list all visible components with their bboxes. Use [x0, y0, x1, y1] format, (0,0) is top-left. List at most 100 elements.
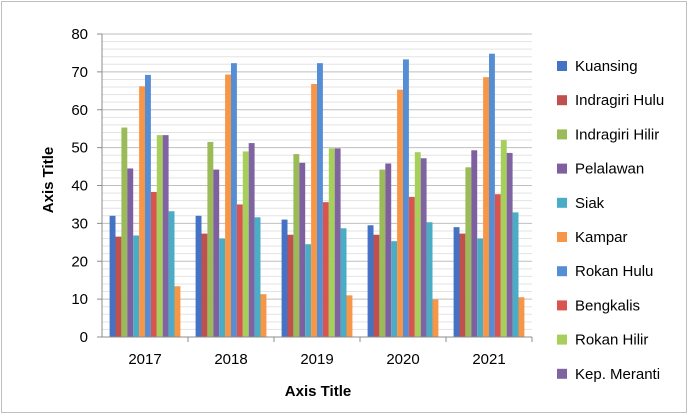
- bar: [225, 74, 231, 338]
- bar: [414, 152, 421, 337]
- bar: [500, 140, 507, 337]
- bar: [231, 63, 237, 337]
- bar: [340, 228, 347, 337]
- bar: [287, 234, 294, 337]
- y-tick-label: 0: [80, 329, 88, 346]
- legend-label: Indragiri Hilir: [575, 126, 659, 143]
- bar: [305, 244, 312, 337]
- bar: [254, 217, 261, 337]
- bar: [453, 227, 460, 337]
- bar: [311, 83, 317, 338]
- bar: [477, 238, 484, 337]
- bar: [408, 196, 415, 337]
- bar: [127, 168, 134, 337]
- legend-swatch: [557, 232, 567, 242]
- bar: [242, 151, 249, 337]
- bar: [168, 211, 175, 337]
- bar: [317, 63, 323, 337]
- bar: [213, 169, 220, 337]
- bar: [219, 238, 226, 337]
- legend-label: Kampar: [575, 229, 628, 246]
- bar: [115, 236, 122, 337]
- y-tick-label: 40: [71, 178, 88, 195]
- bar: [346, 295, 353, 337]
- axes: 0 10 20 30 40 50 60 70 80 2017 2018 2019 2020 2021: [71, 26, 533, 368]
- bar: [260, 294, 267, 337]
- bar: [121, 127, 128, 338]
- bar: [293, 154, 300, 337]
- bar: [403, 59, 409, 337]
- bar: [322, 202, 329, 337]
- bar: [248, 143, 255, 337]
- bar: [334, 148, 341, 337]
- legend-label: Indragiri Hulu: [575, 92, 664, 109]
- bar: [145, 74, 151, 337]
- bar: [139, 86, 145, 337]
- legend-label: Rokan Hulu: [575, 263, 653, 280]
- bar: [426, 222, 433, 337]
- bar: [162, 135, 169, 337]
- bar: [201, 233, 208, 337]
- legend-label: Kep. Meranti: [575, 366, 660, 383]
- bar: [506, 152, 513, 337]
- bar: [494, 194, 501, 337]
- bar: [367, 225, 374, 337]
- bar: [195, 215, 202, 337]
- bar: [385, 163, 392, 337]
- bar: [133, 235, 140, 337]
- bar: [432, 299, 439, 337]
- y-tick-label: 30: [71, 215, 88, 232]
- legend-label: Siak: [575, 195, 605, 212]
- bar: [459, 233, 466, 337]
- legend-swatch: [557, 61, 567, 71]
- bar: [207, 141, 214, 337]
- bar: [109, 215, 116, 337]
- bar: [465, 167, 472, 337]
- x-tick-label: 2017: [128, 351, 161, 368]
- legend-swatch: [557, 129, 567, 140]
- bar: [397, 89, 403, 338]
- x-tick-label: 2018: [214, 351, 247, 368]
- bar: [518, 297, 525, 337]
- bar: [174, 286, 181, 337]
- legend-label: Pelalawan: [575, 161, 644, 178]
- x-tick-label: 2021: [472, 351, 505, 368]
- bar: [150, 191, 157, 337]
- bar: [489, 53, 495, 337]
- x-tick-label: 2019: [300, 351, 333, 368]
- y-tick-label: 20: [71, 253, 88, 270]
- legend-swatch: [557, 266, 567, 277]
- legend-swatch: [557, 334, 567, 345]
- legend: Kuansing Indragiri Hulu Indragiri Hilir Pel…: [557, 58, 664, 383]
- bar: [373, 234, 380, 337]
- legend-label: Kuansing: [575, 58, 638, 75]
- bar: [328, 148, 335, 337]
- legend-swatch: [557, 368, 567, 379]
- y-axis-title: Axis Title: [40, 147, 57, 213]
- y-tick-label: 80: [71, 26, 88, 43]
- y-tick-label: 60: [71, 102, 88, 119]
- x-tick-label: 2020: [386, 351, 419, 368]
- bars: [109, 53, 525, 338]
- bar: [236, 204, 243, 337]
- bar: [379, 169, 386, 337]
- y-tick-label: 70: [71, 64, 88, 81]
- bar: [156, 135, 163, 337]
- legend-swatch: [557, 95, 567, 106]
- legend-label: Rokan Hilir: [575, 332, 648, 349]
- legend-swatch: [557, 163, 567, 174]
- bar: [281, 219, 288, 337]
- legend-swatch: [557, 300, 567, 311]
- bar: [299, 162, 306, 337]
- bar: [471, 150, 478, 337]
- bar: [420, 158, 427, 337]
- y-tick-label: 50: [71, 140, 88, 157]
- legend-label: Bengkalis: [575, 297, 640, 314]
- x-axis-title: Axis Title: [285, 383, 351, 400]
- legend-swatch: [557, 197, 567, 208]
- bar: [483, 77, 489, 338]
- y-tick-label: 10: [71, 291, 88, 308]
- bar: [512, 212, 519, 337]
